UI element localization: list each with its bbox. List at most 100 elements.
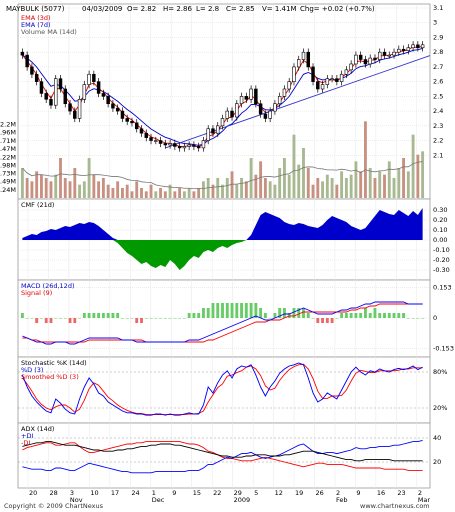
cmf-tick-label: -0.30 (433, 266, 450, 274)
volume-bar (364, 121, 367, 198)
date-tick-label: 19 (295, 489, 303, 497)
date-tick-label: 5 (254, 489, 258, 497)
macd-histogram-bar (406, 318, 410, 319)
candle-body (149, 137, 153, 141)
macd-histogram-bar (106, 313, 110, 318)
volume-bar (311, 184, 315, 198)
macd-histogram-bar (402, 313, 405, 318)
volume-bar (230, 171, 234, 198)
price-tick-label: 2.2 (433, 137, 443, 145)
date-tick-label: 24 (131, 489, 139, 497)
macd-histogram-bar (283, 308, 286, 318)
candle-body (301, 51, 306, 60)
macd-histogram-bar (316, 318, 320, 323)
candle-body (34, 73, 39, 82)
macd-histogram-bar (292, 308, 296, 318)
volume-bar (20, 168, 24, 198)
cmf-tick-label: -0.20 (433, 256, 450, 264)
month-tick-label: Feb (336, 496, 348, 504)
macd-histogram-bar (116, 313, 120, 318)
candle-body (311, 66, 315, 82)
volume-tick-label: 1.22M (0, 153, 16, 161)
volume-ma-line (22, 161, 423, 190)
volume-bar (330, 178, 334, 198)
header-close: C= 2.85 (226, 5, 255, 13)
date-tick-label: 10 (90, 489, 98, 497)
volume-bar (240, 178, 243, 198)
macd-histogram-bar (68, 318, 72, 323)
volume-bar (49, 181, 53, 198)
macd-histogram-bar (101, 313, 105, 318)
volume-bar (349, 174, 353, 198)
macd-signal-line (22, 303, 423, 343)
volume-bar (68, 181, 72, 198)
macd-title: MACD (26d,12d) (21, 282, 74, 290)
macd-tick-label: 0 (433, 314, 437, 322)
volume-bar (82, 181, 86, 198)
volume-bar (387, 161, 391, 198)
candle-body (397, 48, 401, 53)
cmf-negative-area (22, 240, 423, 270)
candle-body (235, 103, 239, 118)
candle-body (325, 78, 330, 85)
candle-body (282, 88, 287, 97)
candle-body (349, 63, 353, 71)
macd-histogram-bar (97, 313, 101, 318)
date-tick-label: 15 (193, 489, 201, 497)
candle-body (177, 146, 182, 149)
candle-body (363, 59, 368, 65)
volume-bar (283, 158, 286, 198)
volume-bar (402, 158, 405, 198)
macd-histogram-bar (163, 318, 167, 319)
volume-bar (182, 191, 186, 198)
cmf-tick-label: 0.00 (433, 236, 447, 244)
macd-histogram-bar (159, 318, 162, 319)
candle-body (244, 96, 249, 100)
macd-histogram-bar (392, 313, 396, 318)
volume-bar (249, 158, 253, 198)
candle-body (196, 146, 201, 149)
date-tick-label: 26 (315, 489, 323, 497)
macd-histogram-bar (383, 313, 386, 318)
macd-histogram-bar (78, 318, 81, 319)
candle-body (92, 73, 96, 82)
volume-bar (197, 188, 201, 198)
candle-body (68, 103, 72, 112)
macd-histogram-bar (240, 303, 243, 318)
volume-bar (278, 168, 282, 198)
date-tick-label: 22 (213, 489, 221, 497)
volume-bar (297, 164, 301, 198)
adx-lines (22, 439, 423, 474)
macd-histogram-bar (49, 318, 53, 323)
volume-bar (178, 188, 182, 198)
volume-bar (263, 178, 267, 198)
stoch-title: Stochastic %K (14d) (21, 359, 87, 367)
month-tick-label: Mar (418, 496, 431, 504)
cmf-positive-area (22, 208, 423, 240)
macd-histogram-bar (121, 318, 124, 319)
stochastic-lines (21, 362, 423, 416)
volume-bar (149, 184, 153, 198)
volume-bar (59, 158, 62, 198)
stoch-tick-label: 80% (433, 368, 447, 376)
ema7-line (22, 48, 423, 146)
macd-histogram-bar (144, 318, 148, 319)
candle-body (225, 110, 229, 119)
macd-histogram-bar (202, 308, 205, 318)
macd-histogram-bar (149, 318, 153, 319)
candle-body (316, 81, 320, 90)
macd-histogram-bar (368, 313, 372, 318)
candle-body (292, 66, 296, 82)
macd-histogram-bar (421, 318, 425, 319)
candle-body (158, 140, 163, 144)
macd-histogram-bar (349, 313, 353, 318)
volume-bar (292, 134, 296, 198)
macd-histogram-bar (311, 318, 315, 319)
date-tick-label: 17 (111, 489, 119, 497)
volume-bar (116, 181, 120, 198)
candle-body (263, 113, 268, 119)
macd-histogram-bar (325, 318, 329, 323)
candle-body (268, 110, 272, 119)
adx-pdi-line (22, 439, 423, 474)
